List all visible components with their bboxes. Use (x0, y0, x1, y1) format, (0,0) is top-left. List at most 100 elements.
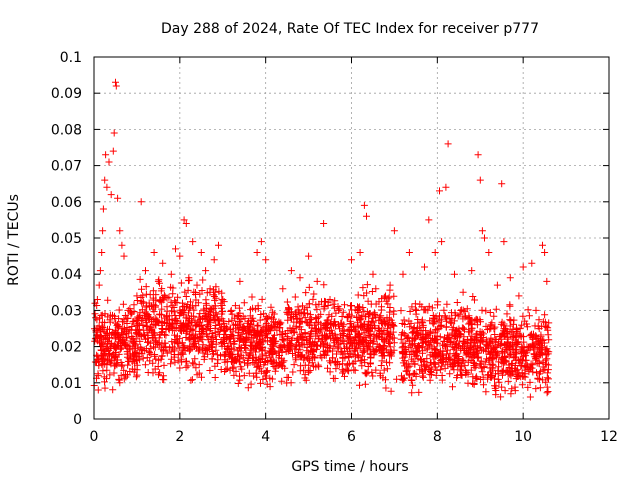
roti-point (472, 374, 480, 382)
roti-point (182, 324, 190, 332)
roti-point (335, 361, 343, 369)
roti-point (171, 358, 179, 366)
roti-point (495, 378, 503, 386)
roti-point (341, 301, 348, 309)
roti-point (425, 302, 433, 310)
roti-point (138, 346, 146, 354)
roti-point (509, 333, 517, 340)
roti-point (169, 290, 177, 298)
roti-point (129, 318, 137, 326)
roti-point (443, 300, 451, 308)
roti-point (210, 291, 218, 299)
roti-point (112, 360, 120, 368)
roti-point (544, 350, 552, 358)
roti-point (380, 366, 388, 374)
roti-point (446, 319, 454, 327)
roti-point (330, 304, 338, 312)
points-layer (90, 78, 553, 401)
roti-point (272, 364, 280, 372)
roti-point (526, 332, 534, 340)
roti-point (504, 345, 512, 353)
roti-point (275, 324, 283, 332)
roti-point (142, 316, 150, 324)
roti-point (326, 368, 334, 376)
roti-point (163, 303, 171, 311)
roti-point (492, 343, 500, 351)
roti-point (154, 277, 162, 285)
roti-point (142, 335, 149, 343)
roti-point (345, 352, 353, 360)
roti-point (125, 346, 133, 354)
roti-point (184, 362, 192, 370)
roti-point (198, 287, 206, 294)
roti-point (462, 349, 470, 357)
roti-point (356, 381, 363, 389)
x-tick-label: 0 (90, 429, 99, 445)
roti-point (195, 369, 203, 377)
roti-point (280, 357, 288, 365)
roti-point (172, 245, 179, 253)
roti-point (425, 341, 433, 349)
roti-point (543, 345, 551, 353)
roti-point (465, 312, 473, 320)
roti-point (400, 374, 408, 382)
roti-point (171, 297, 179, 305)
roti-point (257, 311, 265, 318)
roti-point (300, 305, 308, 313)
roti-point (334, 303, 342, 310)
roti-point (387, 387, 395, 395)
roti-point (369, 270, 377, 278)
roti-point (227, 306, 235, 314)
roti-point (343, 314, 351, 322)
roti-point (269, 308, 277, 316)
roti-point (320, 303, 328, 311)
roti-point (157, 345, 165, 353)
roti-point (438, 362, 446, 370)
roti-point (530, 350, 538, 358)
roti-point (270, 342, 277, 350)
roti-point (364, 297, 372, 305)
roti-point (324, 316, 332, 324)
roti-point (410, 324, 418, 331)
roti-point (216, 330, 223, 338)
roti-point (412, 345, 420, 353)
roti-point (525, 368, 533, 376)
roti-point (488, 319, 496, 327)
roti-point (321, 339, 329, 347)
roti-point (459, 288, 467, 296)
roti-point (541, 249, 549, 256)
roti-point (541, 311, 549, 319)
roti-point (476, 176, 484, 184)
roti-point (235, 318, 243, 326)
roti-point (322, 320, 330, 328)
roti-point (506, 301, 514, 309)
roti-point (478, 368, 486, 376)
roti-point (434, 349, 442, 357)
roti-point (137, 297, 145, 305)
roti-point (333, 336, 341, 344)
roti-point (253, 249, 261, 256)
roti-point (213, 351, 221, 359)
roti-point (133, 292, 141, 300)
roti-point (252, 348, 259, 356)
roti-point (469, 293, 477, 300)
roti-point (418, 316, 426, 324)
roti-point (354, 351, 362, 359)
roti-point (466, 315, 473, 323)
roti-point (225, 351, 233, 359)
roti-point (341, 345, 348, 352)
roti-point (263, 330, 271, 337)
roti-point (180, 319, 187, 327)
roti-point (351, 357, 359, 365)
x-tick-label: 4 (261, 429, 270, 445)
ticks-layer: 0 2 4 6 8 10 12 0 0.01 0.02 0.03 0.04 0.05 0.06 0.07 0.… (51, 50, 618, 445)
roti-point (501, 387, 509, 395)
roti-point (386, 343, 394, 351)
roti-point (182, 293, 190, 300)
roti-point (467, 366, 475, 374)
roti-point (511, 346, 519, 354)
roti-point (467, 317, 475, 325)
roti-point (498, 180, 506, 188)
roti-point (292, 310, 299, 318)
roti-point (507, 390, 515, 398)
